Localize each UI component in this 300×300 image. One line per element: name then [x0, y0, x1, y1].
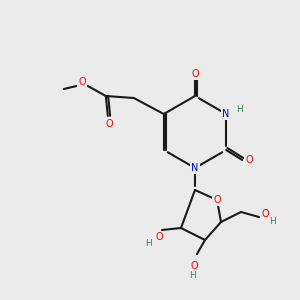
Text: N: N	[191, 163, 199, 173]
Text: N: N	[223, 109, 230, 119]
Text: O: O	[155, 232, 163, 242]
Text: O: O	[105, 119, 112, 129]
Text: H: H	[189, 271, 195, 280]
Text: H: H	[270, 218, 276, 226]
Text: O: O	[190, 261, 198, 271]
Text: H: H	[236, 104, 243, 113]
Text: O: O	[213, 195, 221, 205]
Text: O: O	[261, 209, 269, 219]
Text: H: H	[145, 239, 152, 248]
Text: O: O	[78, 77, 85, 87]
Text: O: O	[245, 155, 253, 165]
Text: N: N	[223, 109, 230, 119]
Text: O: O	[191, 69, 199, 79]
Text: N: N	[191, 163, 199, 173]
